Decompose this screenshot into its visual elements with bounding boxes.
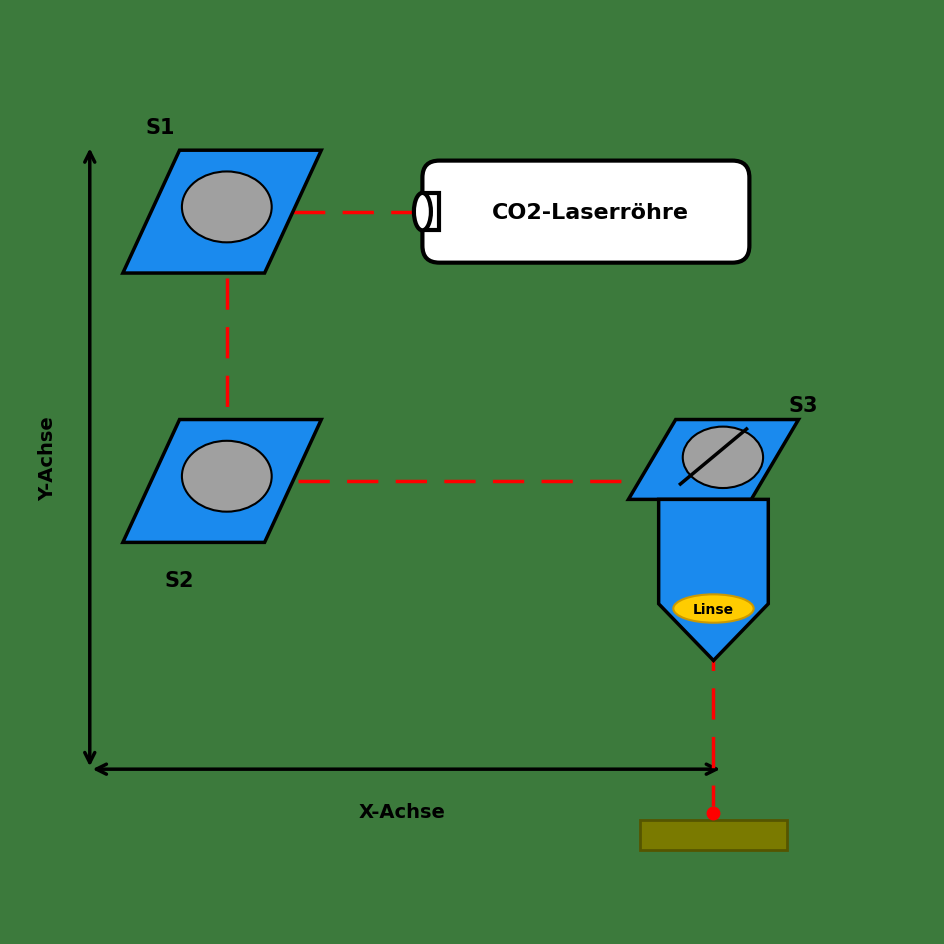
Text: S3: S3 bbox=[787, 396, 818, 416]
Text: S2: S2 bbox=[164, 570, 194, 591]
Polygon shape bbox=[658, 500, 767, 661]
Text: S1: S1 bbox=[145, 117, 176, 138]
Polygon shape bbox=[123, 151, 321, 274]
Text: Linse: Linse bbox=[692, 602, 733, 615]
Ellipse shape bbox=[682, 427, 763, 489]
FancyBboxPatch shape bbox=[422, 161, 749, 263]
Text: CO2-Laserröhre: CO2-Laserröhre bbox=[492, 202, 688, 223]
Ellipse shape bbox=[672, 595, 753, 623]
Polygon shape bbox=[422, 194, 439, 231]
Ellipse shape bbox=[181, 442, 272, 512]
Polygon shape bbox=[628, 420, 798, 500]
Bar bbox=[640, 820, 785, 851]
Ellipse shape bbox=[181, 172, 272, 244]
Polygon shape bbox=[123, 420, 321, 543]
Ellipse shape bbox=[413, 194, 430, 231]
Text: X-Achse: X-Achse bbox=[358, 802, 445, 821]
Text: Y-Achse: Y-Achse bbox=[38, 415, 57, 500]
